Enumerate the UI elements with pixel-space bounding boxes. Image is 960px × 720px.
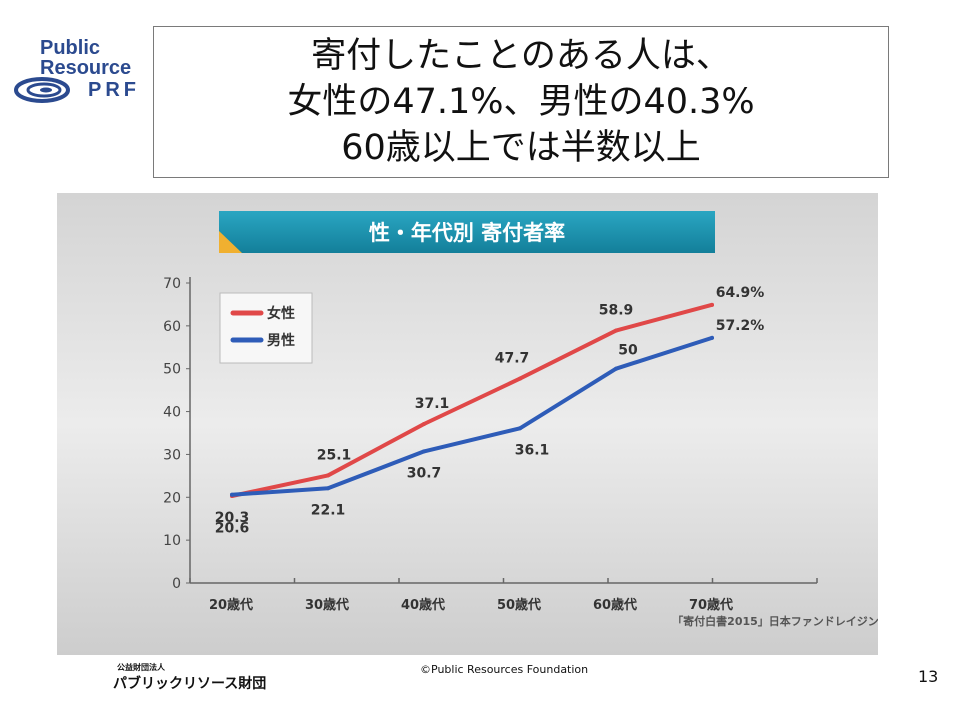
data-label: 47.7 (495, 351, 530, 367)
data-point (614, 366, 618, 371)
data-point (326, 486, 330, 491)
data-point (518, 426, 522, 431)
y-tick-label: 30 (163, 447, 181, 463)
data-label: 22.1 (311, 502, 346, 518)
data-point (614, 328, 618, 333)
x-tick-label: 40歳代 (401, 597, 445, 613)
chart-title: 性・年代別 寄付者率 (369, 221, 565, 245)
chart-panel: 性・年代別 寄付者率 0 10 20 30 40 50 60 70 20歳代 30歳代 40歳代 5… (57, 193, 878, 655)
slide-title-line-3: 60歳以上では半数以上 (341, 128, 701, 168)
slide-title-box: 寄付したことのある人は、 女性の47.1%、男性の40.3% 60歳以上では半数… (153, 26, 889, 178)
x-tick-label: 20歳代 (209, 597, 253, 613)
data-label: 58.9 (599, 303, 634, 319)
data-point (710, 302, 714, 307)
page-number: 13 (918, 667, 939, 686)
data-point (326, 473, 330, 478)
slide-title-line-2: 女性の47.1%、男性の40.3% (287, 82, 755, 122)
x-axis: 20歳代 30歳代 40歳代 50歳代 60歳代 70歳代 (189, 578, 818, 613)
footer-org-name: パブリックリソース財団 (113, 676, 267, 692)
chart-background (57, 193, 878, 655)
logo-swirl-icon (14, 77, 70, 103)
data-point (710, 335, 714, 340)
data-label: 64.9% (716, 285, 765, 301)
data-label: 37.1 (415, 396, 450, 412)
legend-box (219, 292, 313, 364)
y-tick-label: 50 (163, 362, 181, 378)
data-label: 20.6 (215, 521, 250, 537)
footer-org-type: 公益財団法人 (117, 663, 165, 672)
prf-logo: Public Resource PRF (14, 36, 140, 106)
data-point (422, 449, 426, 454)
slide-title-line-1: 寄付したことのある人は、 (311, 36, 731, 76)
y-tick-label: 40 (163, 405, 181, 421)
logo-text-prf: PRF (88, 79, 140, 101)
data-label: 36.1 (515, 442, 550, 458)
data-label: 25.1 (317, 447, 352, 463)
chart-source: 「寄付白書2015」日本ファンドレイジング協会 (672, 614, 878, 628)
series-line-male (230, 335, 714, 497)
y-tick-label: 0 (172, 576, 181, 592)
data-labels: 20.3 25.1 37.1 47.7 58.9 64.9% 20.6 22.1 30.7 36.… (215, 285, 765, 537)
series-lines (230, 302, 714, 498)
data-label: 57.2% (716, 318, 765, 334)
banner-corner-icon (219, 231, 242, 253)
chart-title-banner (219, 211, 715, 253)
data-label: 50 (618, 343, 638, 359)
data-point (518, 376, 522, 381)
logo-text-public: Public (40, 37, 101, 59)
y-tick-label: 10 (163, 533, 181, 549)
logo-text-resource: Resource (40, 57, 132, 79)
line-chart: 性・年代別 寄付者率 0 10 20 30 40 50 60 70 20歳代 30歳代 40歳代 5… (57, 193, 878, 655)
legend-label: 女性 (267, 305, 295, 322)
x-tick-label: 50歳代 (497, 597, 541, 613)
y-tick-label: 60 (163, 319, 181, 335)
x-tick-label: 30歳代 (305, 597, 349, 613)
data-point (230, 492, 234, 497)
data-point (422, 422, 426, 426)
series-line-female (230, 302, 714, 498)
x-tick-label: 70歳代 (689, 597, 733, 613)
y-axis: 0 10 20 30 40 50 60 70 (163, 276, 191, 592)
y-tick-label: 70 (163, 276, 181, 292)
legend-label: 男性 (267, 332, 295, 349)
copyright-text: ©Public Resources Foundation (420, 663, 589, 676)
x-tick-label: 60歳代 (593, 597, 637, 613)
data-label: 20.3 (215, 510, 250, 526)
data-label: 30.7 (407, 465, 442, 481)
y-tick-label: 20 (163, 490, 181, 506)
